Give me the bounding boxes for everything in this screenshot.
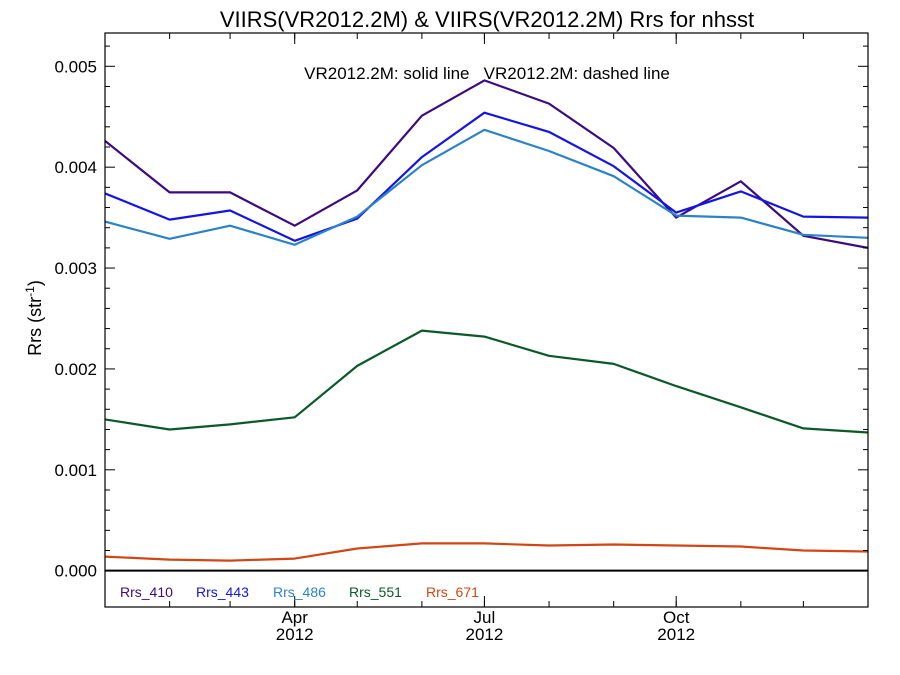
series-line-rrs_551 (105, 329, 868, 434)
y-tick-label: 0.003 (54, 259, 97, 278)
x-tick-label-year: 2012 (276, 625, 314, 644)
series-line-rrs_443 (105, 111, 868, 242)
x-tick-label-month: Oct (663, 608, 690, 627)
x-tick-label-month: Apr (281, 608, 308, 627)
y-tick-label: 0.005 (54, 57, 97, 76)
legend-item-rrs_486: Rrs_486 (273, 584, 326, 600)
line-style-note: VR2012.2M: solid line VR2012.2M: dashed … (304, 64, 670, 83)
y-axis-label: Rrs (str-1) (23, 280, 45, 356)
series-line-rrs_671 (105, 542, 868, 562)
plot-area: 0.0000.0010.0020.0030.0040.005Apr2012Jul… (54, 32, 869, 644)
legend-item-rrs_410: Rrs_410 (120, 584, 173, 600)
x-tick-label-year: 2012 (466, 625, 504, 644)
y-tick-label: 0.004 (54, 158, 97, 177)
series-line-rrs_486 (105, 128, 868, 246)
chart-title: VIIRS(VR2012.2M) & VIIRS(VR2012.2M) Rrs … (220, 7, 754, 32)
x-tick-label-month: Jul (474, 608, 496, 627)
x-tick-label-year: 2012 (657, 625, 695, 644)
y-axis-label-superscript: -1 (23, 286, 37, 297)
y-tick-label: 0.002 (54, 360, 97, 379)
series-group (105, 79, 868, 562)
y-axis-label-text: Rrs (str (25, 297, 45, 356)
legend-item-rrs_671: Rrs_671 (426, 584, 479, 600)
legend-item-rrs_551: Rrs_551 (349, 584, 402, 600)
y-tick-label: 0.000 (54, 562, 97, 581)
legend-item-rrs_443: Rrs_443 (196, 584, 249, 600)
y-tick-label: 0.001 (54, 461, 97, 480)
series-line-rrs_410 (105, 79, 868, 249)
plot-frame (104, 32, 869, 608)
y-axis-label-close: ) (25, 280, 45, 286)
